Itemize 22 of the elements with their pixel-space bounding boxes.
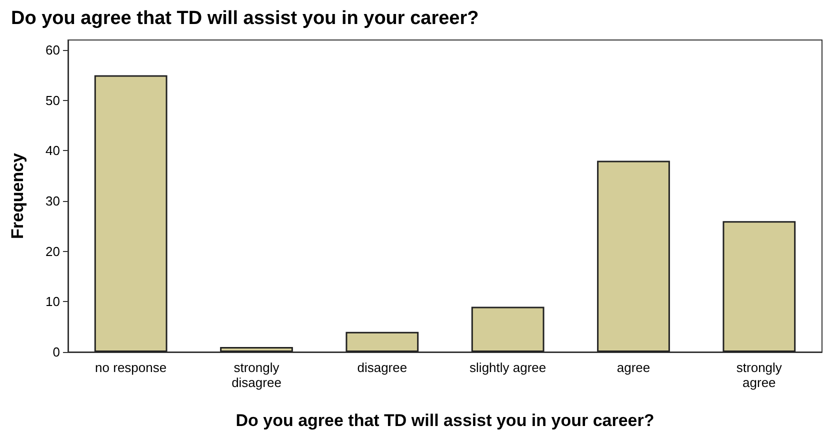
x-axis-title: Do you agree that TD will assist you in your career? <box>236 411 654 430</box>
y-tick-label: 0 <box>52 344 60 360</box>
chart-title: Do you agree that TD will assist you in your career? <box>11 8 479 29</box>
bar <box>346 332 419 352</box>
x-tick-label: strongly disagree <box>232 360 282 390</box>
y-tick-label: 30 <box>46 194 60 209</box>
x-tick-label: strongly agree <box>736 360 782 390</box>
x-tick-label: no response <box>95 360 167 375</box>
bar <box>94 75 168 352</box>
bar <box>597 160 670 352</box>
y-tick-label: 50 <box>46 92 60 108</box>
y-tick-label: 20 <box>46 244 60 259</box>
y-tick-label: 10 <box>46 294 60 310</box>
y-tick-label: 40 <box>46 143 60 158</box>
x-tick-label: slightly agree <box>470 360 546 375</box>
bar <box>220 346 293 352</box>
bar <box>722 221 796 352</box>
x-tick-label: agree <box>616 360 650 375</box>
y-tick-label: 60 <box>46 42 60 58</box>
y-axis-title: Frequency <box>8 152 27 239</box>
bar <box>471 306 544 352</box>
x-tick-label: disagree <box>357 360 408 375</box>
